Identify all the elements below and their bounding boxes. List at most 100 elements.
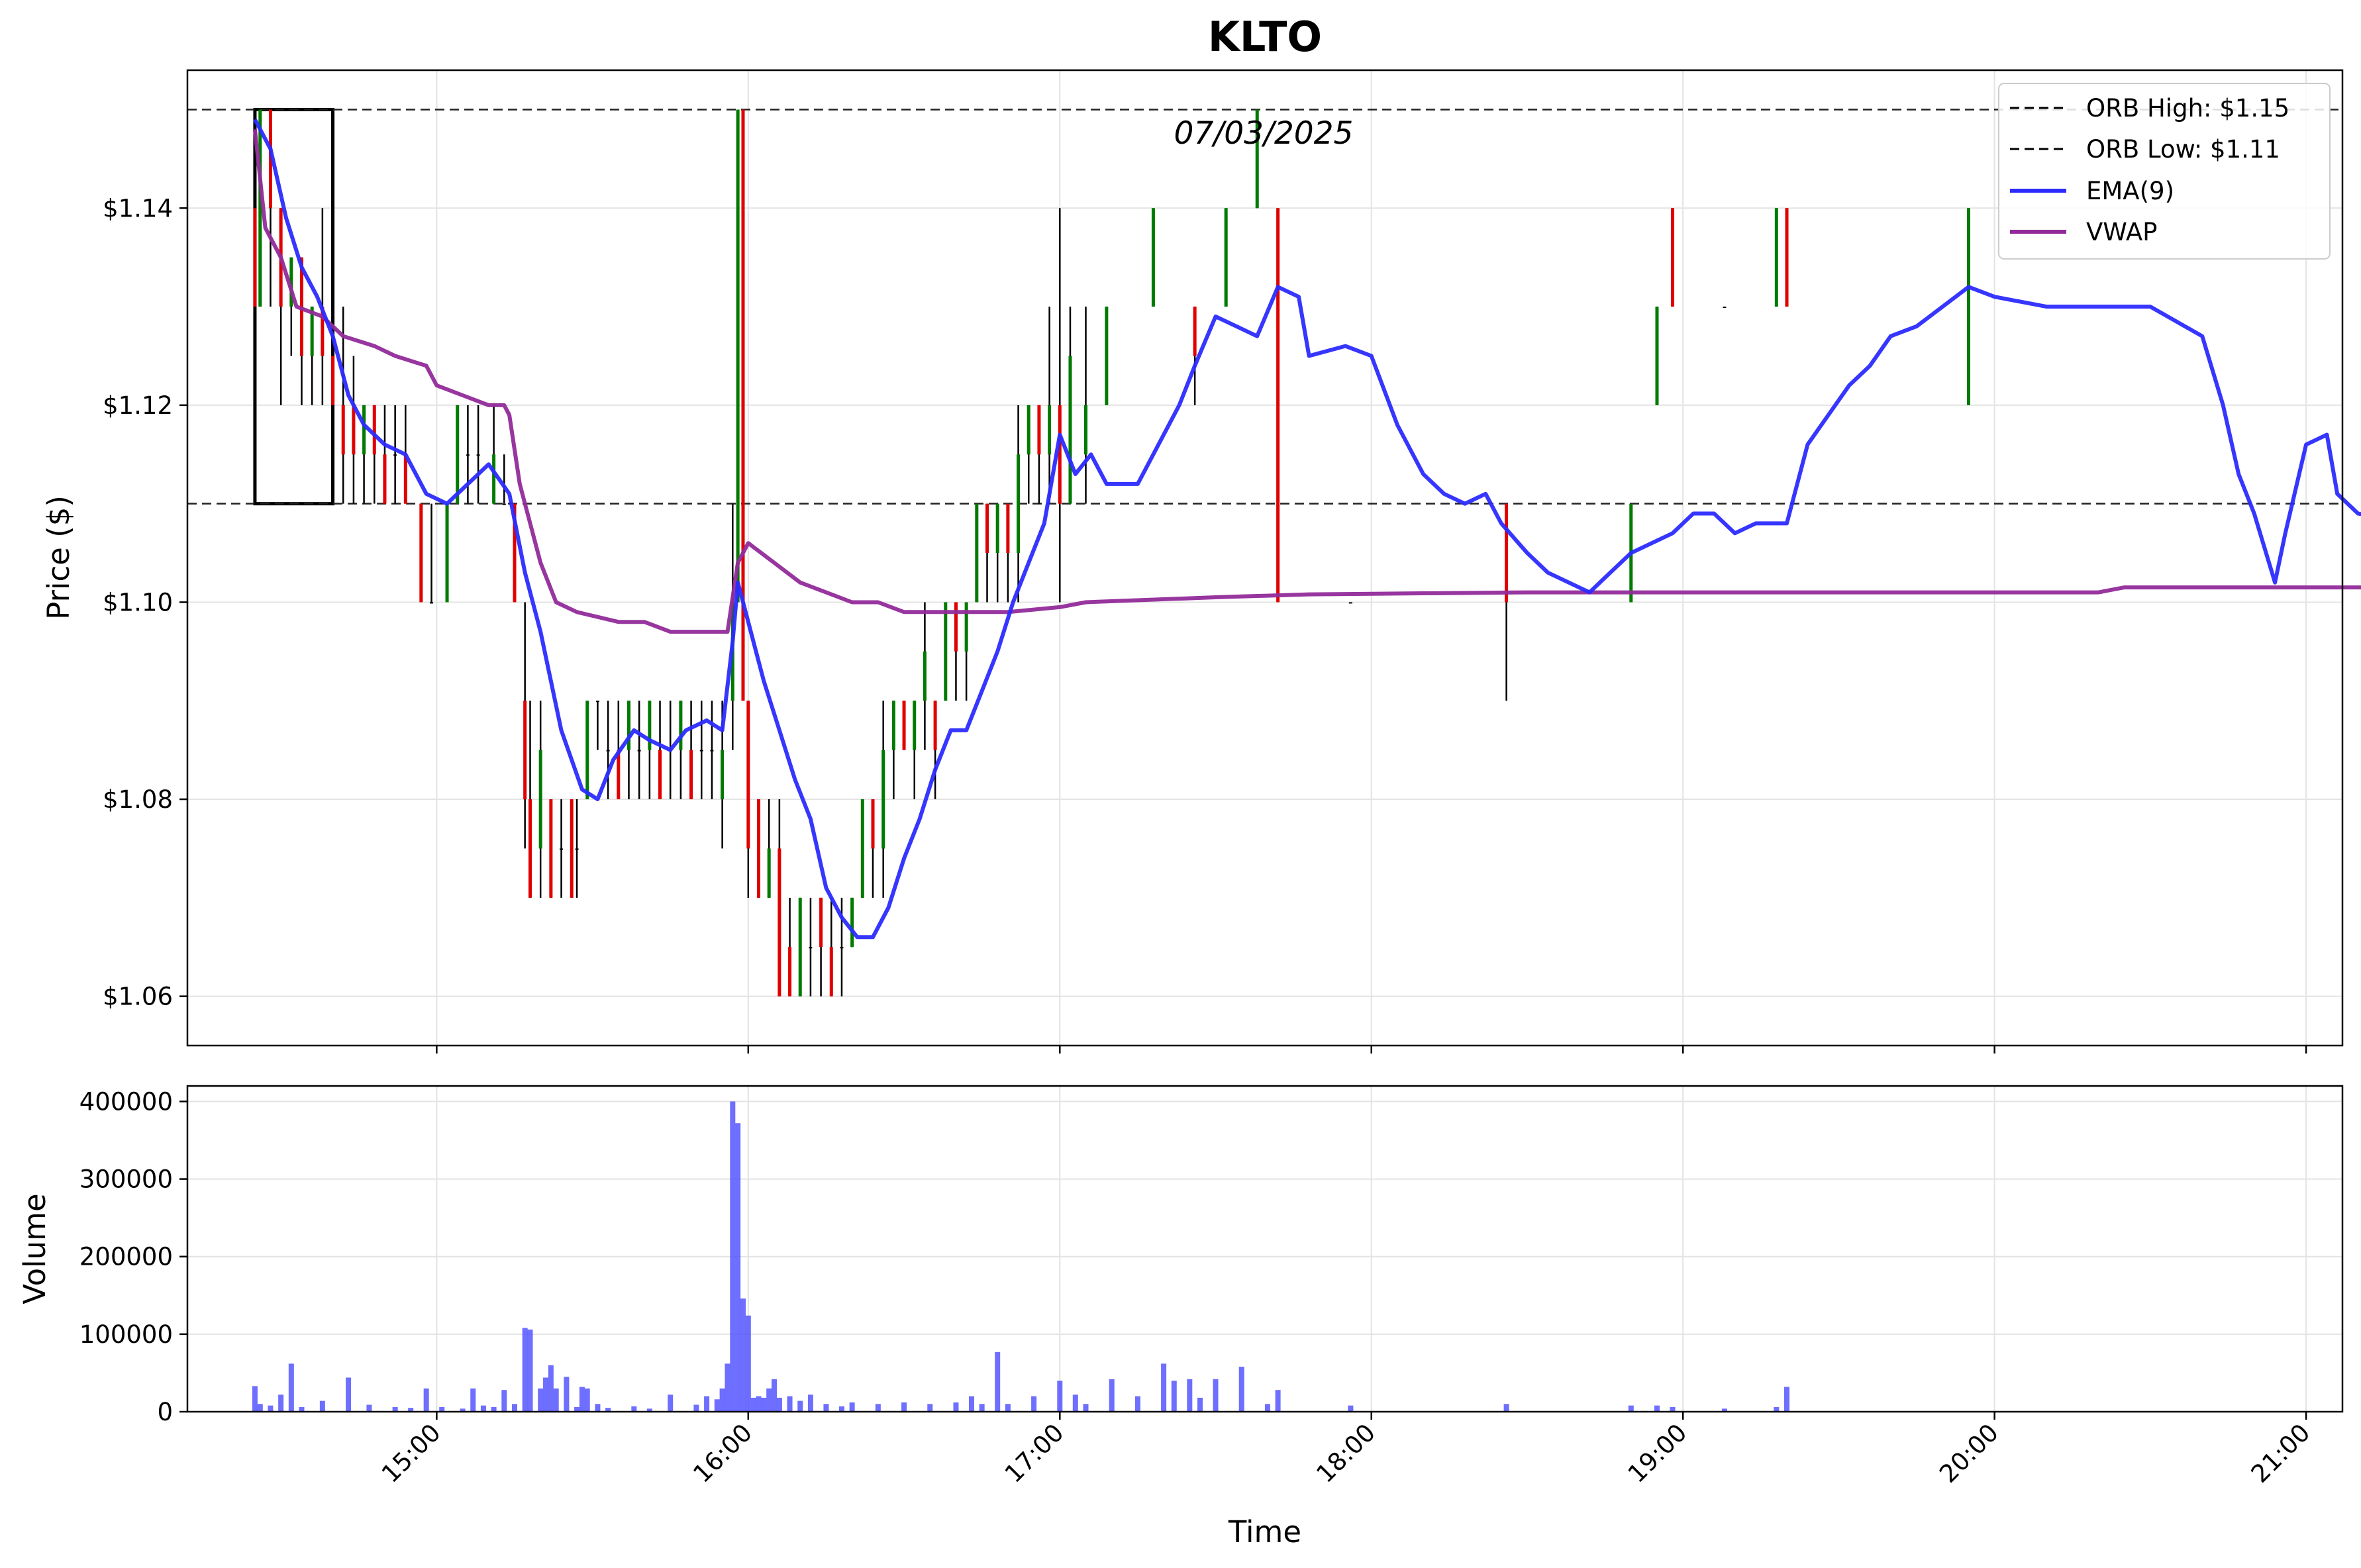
candle-body <box>502 503 506 505</box>
volume-bar <box>875 1404 881 1412</box>
candle <box>1006 503 1010 603</box>
candle-body <box>352 405 356 455</box>
candle <box>1048 307 1052 504</box>
candle <box>829 897 833 997</box>
volume-bar <box>953 1402 959 1412</box>
candle-body <box>819 897 823 948</box>
candle-body <box>445 503 449 603</box>
candle-body <box>746 701 750 849</box>
candle <box>954 602 958 701</box>
candle <box>788 897 792 997</box>
candle-body <box>944 602 948 701</box>
candle <box>258 109 262 307</box>
candle-body <box>1027 405 1030 455</box>
volume-bar <box>491 1406 497 1412</box>
volume-bar <box>1031 1396 1037 1412</box>
candle <box>1017 405 1021 603</box>
candle-body <box>595 701 599 703</box>
candle-body <box>310 307 314 356</box>
candle-body <box>995 503 999 554</box>
volume-bar <box>745 1315 751 1412</box>
volume-bar <box>1628 1405 1634 1412</box>
candle <box>383 405 387 504</box>
ema-line <box>253 118 2361 940</box>
candle-body <box>570 799 574 898</box>
candle <box>1027 405 1030 504</box>
volume-bar <box>584 1388 590 1412</box>
candle <box>570 799 574 898</box>
candle-body <box>341 405 345 455</box>
candle-body <box>964 602 968 652</box>
volume-y-tick-label: 200000 <box>79 1243 173 1271</box>
candle <box>393 405 397 504</box>
candle-body <box>419 503 423 603</box>
candle-body <box>362 405 366 455</box>
candle <box>331 307 335 405</box>
volume-bar <box>564 1377 570 1412</box>
volume-bar <box>1784 1387 1790 1412</box>
candle-body <box>513 503 517 603</box>
candle-body <box>679 701 683 750</box>
candle-body <box>627 701 630 750</box>
candle <box>575 799 579 898</box>
candle <box>881 701 885 898</box>
price-y-tick-label: $1.06 <box>103 983 173 1011</box>
candle-body <box>1348 602 1352 604</box>
candle-body <box>403 454 407 504</box>
candle-body <box>788 947 792 997</box>
volume-bar <box>927 1404 933 1412</box>
volume-bar <box>766 1388 772 1412</box>
volume-y-tick-label: 300000 <box>79 1165 173 1194</box>
candle <box>757 799 761 898</box>
volume-bar <box>1083 1404 1089 1412</box>
volume-bar <box>366 1404 372 1412</box>
volume-bar <box>470 1388 476 1412</box>
legend: ORB High: $1.15 ORB Low: $1.11 EMA(9) VW… <box>1998 83 2331 260</box>
candle <box>689 701 693 800</box>
volume-bar <box>1654 1405 1660 1412</box>
volume-bars <box>252 1101 1790 1412</box>
candle <box>819 897 823 997</box>
legend-orb-low-label: ORB Low: $1.11 <box>2086 135 2280 164</box>
candle <box>268 109 272 307</box>
candle <box>648 701 652 800</box>
candle-body <box>538 750 542 849</box>
volume-bar <box>460 1408 466 1412</box>
candle-body <box>1655 307 1659 405</box>
volume-bar <box>1197 1397 1203 1412</box>
volume-bar <box>838 1406 844 1412</box>
candle-body <box>1017 454 1021 554</box>
volume-bar <box>968 1396 974 1412</box>
volume-bar <box>1057 1381 1063 1412</box>
volume-bar <box>522 1328 528 1412</box>
candle-body <box>809 947 813 949</box>
candle-body <box>575 848 579 850</box>
legend-frame <box>1998 83 2331 260</box>
candle-body <box>258 109 262 307</box>
candle <box>372 405 376 504</box>
candle <box>430 503 434 604</box>
price-y-tick-label: $1.12 <box>103 391 173 420</box>
volume-bar <box>714 1399 720 1412</box>
candle-body <box>289 257 293 307</box>
candle <box>1774 208 1778 307</box>
candle <box>637 701 641 800</box>
price-y-axis-label: Price ($) <box>41 495 76 620</box>
volume-bar <box>1774 1406 1780 1412</box>
orb-lines <box>187 109 2342 505</box>
vwap-line <box>252 128 2361 634</box>
volume-bar <box>1503 1404 1509 1412</box>
volume-axes-frame <box>186 1085 2344 1413</box>
candle <box>1255 109 1259 209</box>
candle <box>871 799 875 898</box>
candle <box>456 405 460 504</box>
candle <box>736 109 740 603</box>
candle <box>1723 307 1727 309</box>
candle-body <box>383 454 387 504</box>
candle-body <box>1058 405 1062 504</box>
candle <box>1671 208 1675 307</box>
volume-bar <box>761 1397 767 1412</box>
volume-bar <box>439 1406 445 1412</box>
candle-body <box>1151 208 1155 307</box>
